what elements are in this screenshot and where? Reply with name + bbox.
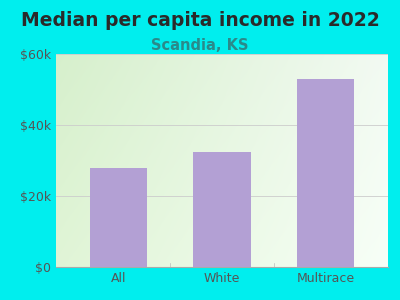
Bar bbox=[194, 152, 250, 267]
Text: Scandia, KS: Scandia, KS bbox=[151, 38, 249, 52]
Bar bbox=[90, 168, 147, 267]
Bar bbox=[297, 79, 354, 267]
Text: Median per capita income in 2022: Median per capita income in 2022 bbox=[21, 11, 379, 29]
